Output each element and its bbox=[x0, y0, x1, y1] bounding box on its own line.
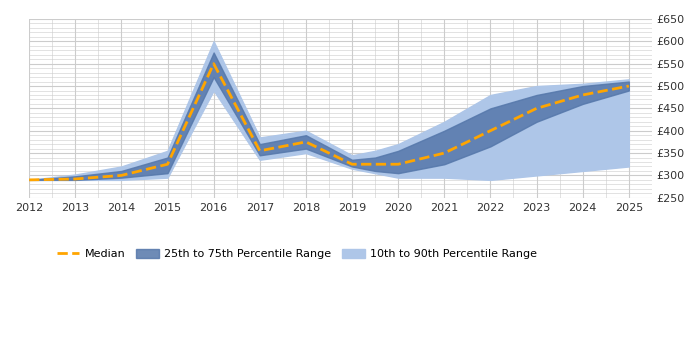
Legend: Median, 25th to 75th Percentile Range, 10th to 90th Percentile Range: Median, 25th to 75th Percentile Range, 1… bbox=[52, 244, 542, 264]
